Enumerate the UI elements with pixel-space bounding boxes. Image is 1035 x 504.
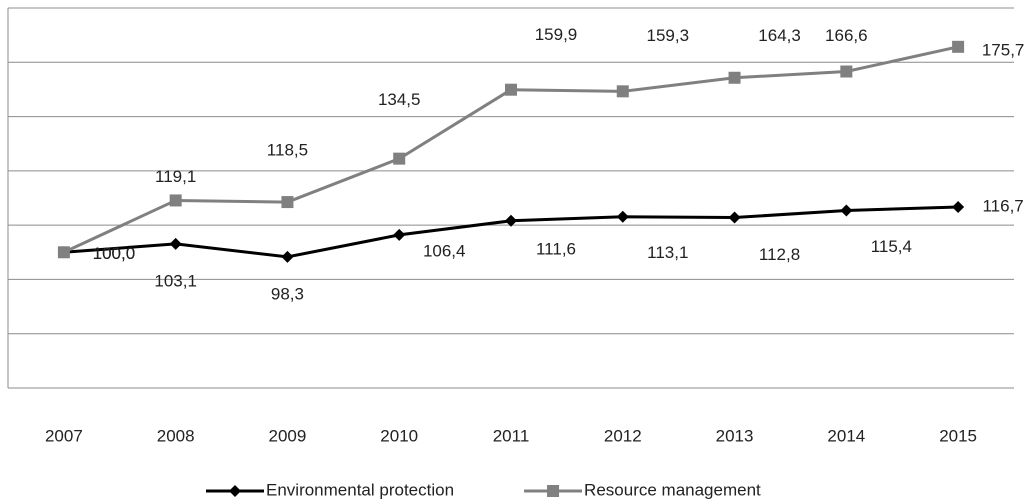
point: [57, 246, 70, 259]
legend-label: Resource management: [584, 480, 761, 499]
data-label: 134,5: [378, 90, 421, 109]
data-label: 159,3: [647, 26, 690, 45]
point: [505, 214, 517, 227]
data-label: 103,1: [154, 271, 197, 290]
data-label: 115,4: [871, 237, 912, 256]
x-tick-label: 2007: [45, 426, 83, 445]
x-tick-label: 2008: [157, 426, 195, 445]
data-label: 98,3: [271, 284, 304, 303]
point: [229, 485, 241, 497]
data-label: 119,1: [155, 167, 196, 186]
x-tick-label: 2014: [827, 426, 865, 445]
point: [547, 485, 560, 497]
point: [169, 194, 182, 207]
x-tick-label: 2009: [269, 426, 307, 445]
point: [393, 228, 406, 241]
data-label: 118,5: [267, 141, 308, 160]
data-label: 113,1: [647, 243, 688, 262]
data-label: 166,6: [825, 26, 868, 45]
data-label: 175,7: [982, 40, 1025, 59]
point: [952, 200, 965, 213]
data-label: 159,9: [535, 25, 578, 44]
point: [840, 204, 853, 217]
data-label: 112,8: [759, 245, 800, 264]
data-label: 116,7: [982, 196, 1023, 215]
point: [281, 196, 294, 209]
point: [952, 40, 965, 53]
x-tick-label: 2012: [604, 426, 642, 445]
x-tick-label: 2010: [380, 426, 418, 445]
data-label: 164,3: [758, 26, 801, 45]
point: [728, 71, 741, 84]
point: [616, 85, 629, 98]
point: [505, 83, 517, 96]
point: [393, 152, 406, 165]
x-tick-label: 2011: [493, 426, 530, 445]
point: [840, 65, 853, 78]
data-label: 100,0: [93, 244, 136, 263]
data-label: 111,6: [536, 239, 576, 258]
point: [281, 250, 294, 263]
series-line: [63, 205, 959, 259]
x-tick-label: 2013: [716, 426, 754, 445]
data-label: 100,0: [93, 244, 136, 263]
legend-label: Environmental protection: [266, 480, 454, 499]
x-tick-label: 2015: [939, 426, 977, 445]
point: [616, 210, 629, 223]
data-label: 106,4: [423, 241, 466, 260]
point: [169, 237, 182, 250]
point: [728, 211, 741, 224]
